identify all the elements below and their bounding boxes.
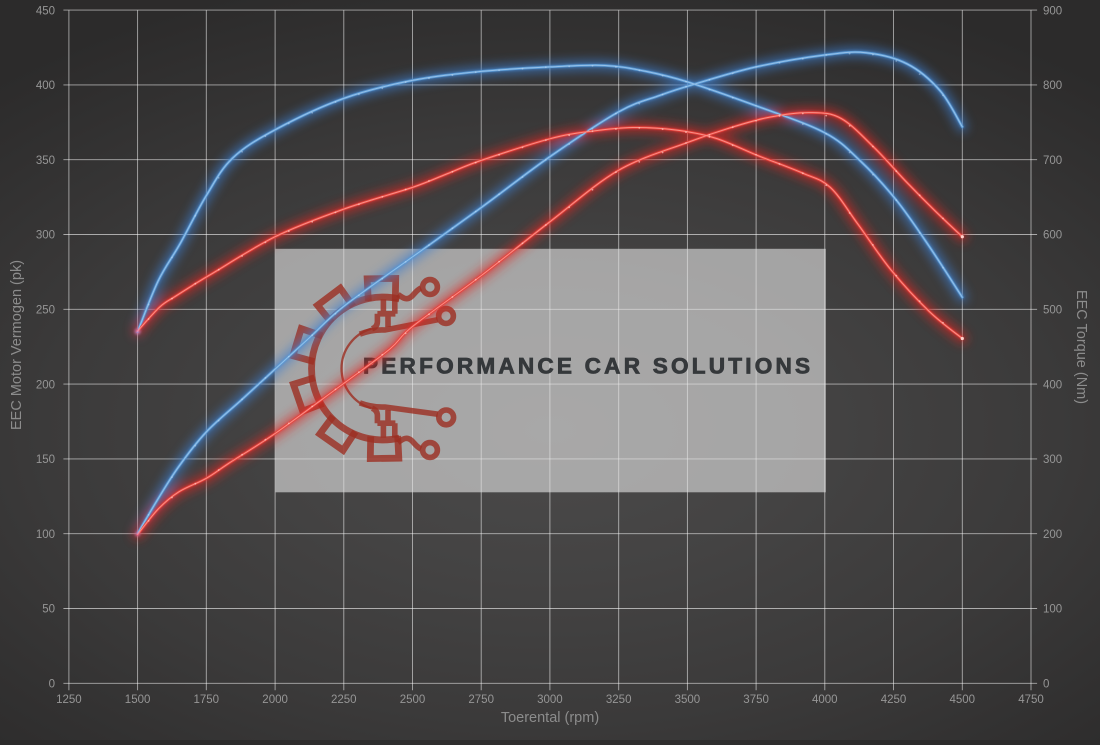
svg-text:2500: 2500 [400, 694, 426, 706]
svg-text:3750: 3750 [743, 694, 769, 706]
svg-text:200: 200 [1043, 529, 1062, 541]
svg-text:800: 800 [1043, 80, 1062, 92]
svg-text:450: 450 [36, 5, 55, 17]
svg-text:0: 0 [49, 679, 55, 691]
svg-text:400: 400 [36, 80, 55, 92]
svg-text:PERFORMANCE CAR SOLUTIONS: PERFORMANCE CAR SOLUTIONS [363, 354, 815, 379]
svg-text:1250: 1250 [56, 694, 82, 706]
svg-text:100: 100 [1043, 604, 1062, 616]
svg-text:3500: 3500 [675, 694, 701, 706]
svg-text:350: 350 [36, 155, 55, 167]
svg-text:1750: 1750 [194, 694, 220, 706]
svg-text:300: 300 [1043, 454, 1062, 466]
svg-text:250: 250 [36, 305, 55, 317]
svg-text:2000: 2000 [262, 694, 288, 706]
svg-text:900: 900 [1043, 5, 1062, 17]
svg-text:EEC Torque (Nm): EEC Torque (Nm) [1073, 290, 1089, 404]
svg-text:200: 200 [36, 379, 55, 391]
svg-text:600: 600 [1043, 230, 1062, 242]
svg-text:150: 150 [36, 454, 55, 466]
svg-text:3250: 3250 [606, 694, 632, 706]
svg-text:0: 0 [1043, 679, 1049, 691]
svg-text:4250: 4250 [881, 694, 907, 706]
svg-text:300: 300 [36, 230, 55, 242]
svg-text:4000: 4000 [812, 694, 838, 706]
svg-text:4500: 4500 [950, 694, 976, 706]
svg-text:2750: 2750 [468, 694, 494, 706]
svg-text:100: 100 [36, 529, 55, 541]
svg-text:2250: 2250 [331, 694, 357, 706]
svg-text:EEC Motor Vermogen (pk): EEC Motor Vermogen (pk) [9, 260, 25, 430]
svg-text:400: 400 [1043, 379, 1062, 391]
svg-text:700: 700 [1043, 155, 1062, 167]
svg-text:3000: 3000 [537, 694, 563, 706]
svg-text:Toerental (rpm): Toerental (rpm) [501, 710, 599, 726]
svg-text:500: 500 [1043, 305, 1062, 317]
svg-text:1500: 1500 [125, 694, 151, 706]
svg-text:4750: 4750 [1018, 694, 1044, 706]
svg-text:50: 50 [42, 604, 55, 616]
